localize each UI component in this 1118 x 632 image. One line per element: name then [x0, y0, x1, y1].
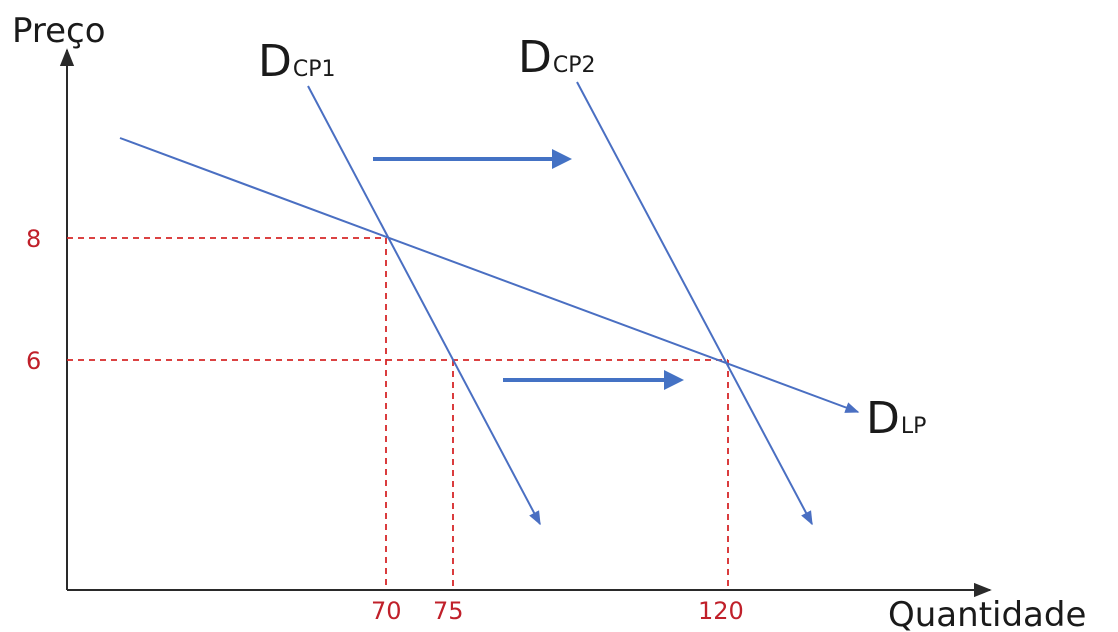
label-dcp1-main: D: [258, 36, 292, 87]
x-axis-title: Quantidade: [888, 595, 1086, 632]
curve-dcp2: [576, 81, 813, 526]
label-dcp1: DCP1: [258, 36, 336, 87]
label-dlp: DLP: [866, 393, 926, 444]
label-dlp-main: D: [866, 393, 900, 444]
label-dcp2-main: D: [518, 32, 552, 83]
label-dcp1-sub: CP1: [293, 57, 336, 82]
x-tick-75: 75: [433, 597, 464, 625]
label-dlp-sub: LP: [901, 414, 927, 439]
curve-dlp: [119, 137, 860, 413]
reference-lines: [67, 237, 729, 590]
curve-dcp1: [307, 85, 541, 526]
curves: [119, 81, 860, 526]
shift-arrows: [373, 149, 684, 390]
y-tick-6: 6: [26, 347, 41, 375]
y-axis-title: Preço: [12, 11, 106, 51]
label-dcp2-sub: CP2: [553, 53, 596, 78]
x-tick-70: 70: [371, 597, 402, 625]
label-dcp2: DCP2: [518, 32, 596, 83]
y-tick-8: 8: [26, 225, 41, 253]
x-tick-120: 120: [698, 597, 744, 625]
